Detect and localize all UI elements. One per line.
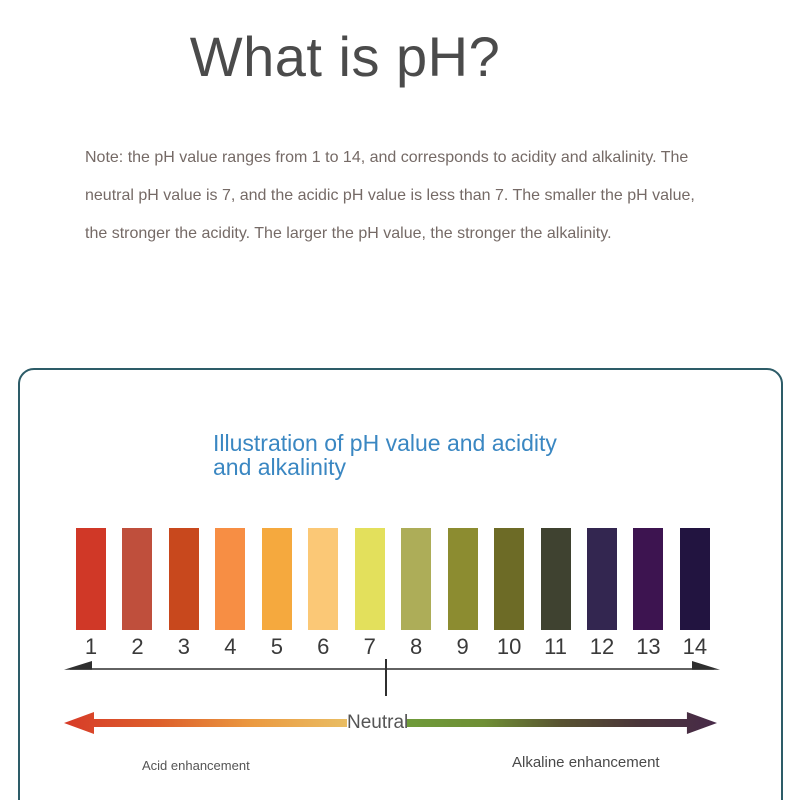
ph-number-14: 14 xyxy=(682,634,708,659)
ph-number-3: 3 xyxy=(177,634,191,659)
page-title: What is pH? xyxy=(189,25,501,88)
ph-bar-3 xyxy=(168,528,199,630)
ph-number-2: 2 xyxy=(131,634,144,659)
ph-number-11: 11 xyxy=(544,634,567,659)
ph-number-13: 13 xyxy=(636,634,661,659)
ph-bar-11 xyxy=(540,528,571,630)
ph-number-9: 9 xyxy=(456,634,469,659)
ph-number-6: 6 xyxy=(317,634,330,659)
ph-number-8: 8 xyxy=(410,634,423,659)
acid-arrow-icon xyxy=(64,712,347,734)
panel-title-line2: and alkalinity xyxy=(213,453,346,480)
ph-number-12: 12 xyxy=(589,634,615,659)
ph-bar-2 xyxy=(122,528,153,630)
ph-number-1: 1 xyxy=(84,634,98,659)
ph-number-7: 7 xyxy=(363,634,376,659)
ph-bars xyxy=(76,528,710,630)
ph-bar-8 xyxy=(401,528,432,630)
ph-bar-7 xyxy=(354,528,385,630)
ph-bar-6 xyxy=(308,528,339,630)
panel-title: Illustration of pH value and acidity and… xyxy=(213,430,557,480)
ph-bar-12 xyxy=(586,528,617,630)
ph-number-4: 4 xyxy=(224,634,237,659)
axis-left-arrowhead-icon xyxy=(64,661,92,670)
ph-bar-10 xyxy=(494,528,525,630)
neutral-label: Neutral xyxy=(347,712,409,733)
alkaline-enhancement-label: Alkaline enhancement xyxy=(512,754,660,771)
acid-enhancement-label: Acid enhancement xyxy=(142,758,250,773)
ph-bar-14 xyxy=(679,528,710,630)
note-paragraph: Note: the pH value ranges from 1 to 14, … xyxy=(85,149,695,242)
alkaline-arrow-icon xyxy=(407,712,717,734)
ph-number-5: 5 xyxy=(270,634,283,659)
ph-number-10: 10 xyxy=(496,634,522,659)
ph-numbers: 1 2 3 4 5 6 7 8 9 10 11 12 13 14 xyxy=(76,634,710,660)
ph-bar-4 xyxy=(215,528,246,630)
ph-axis xyxy=(64,659,720,696)
ph-bar-5 xyxy=(261,528,292,630)
ph-bar-9 xyxy=(447,528,478,630)
ph-bar-13 xyxy=(633,528,664,630)
ph-illustration-panel: Illustration of pH value and acidity and… xyxy=(18,368,783,800)
panel-title-line1: Illustration of pH value and acidity xyxy=(213,430,557,456)
ph-bar-1 xyxy=(76,528,106,630)
axis-right-arrowhead-icon xyxy=(692,661,720,670)
